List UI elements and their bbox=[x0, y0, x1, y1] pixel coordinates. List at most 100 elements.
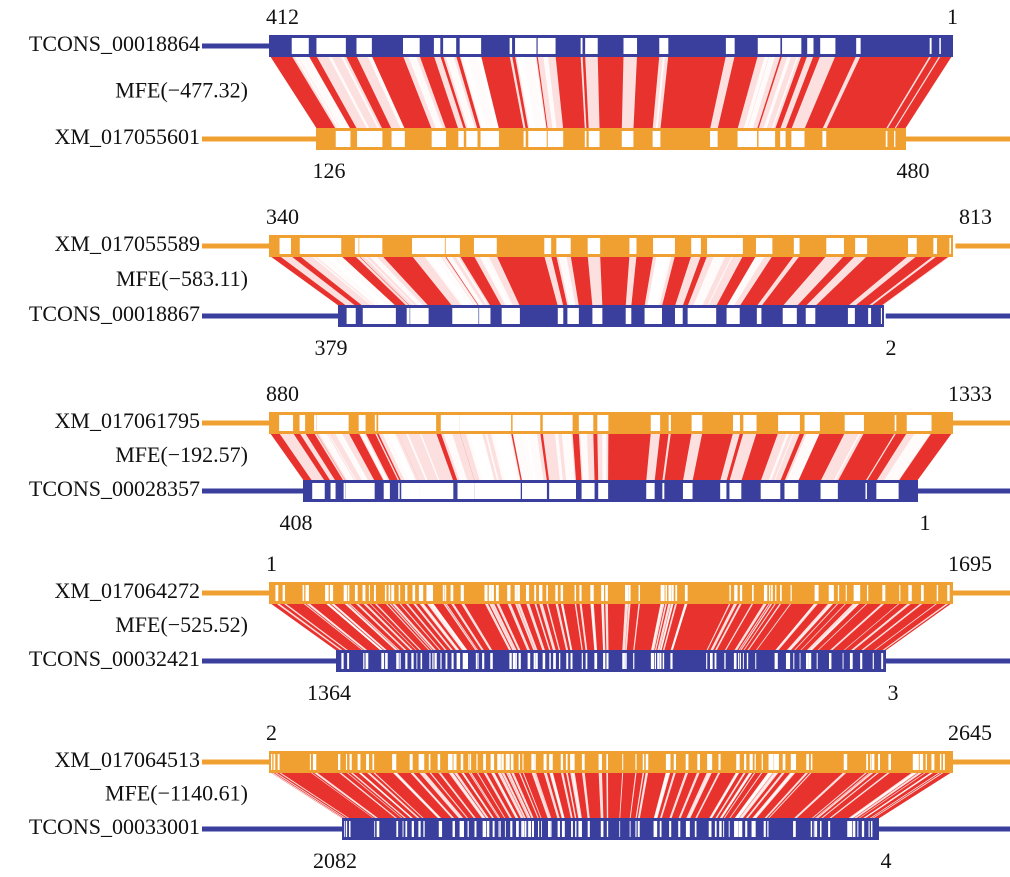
unpaired-gap bbox=[522, 772, 542, 819]
top-bar-gap bbox=[659, 38, 669, 54]
bottom-bar-gap bbox=[375, 308, 381, 324]
unpaired-gap bbox=[828, 772, 891, 819]
bottom-bar-gap bbox=[472, 308, 479, 324]
unpaired-gap bbox=[793, 772, 848, 819]
bottom-bar-gap bbox=[728, 821, 730, 837]
unpaired-gap bbox=[743, 56, 769, 129]
top-bar-gap bbox=[449, 754, 453, 770]
unpaired-gap bbox=[747, 56, 781, 129]
top-bar-gap bbox=[419, 415, 437, 431]
unpaired-gap bbox=[468, 772, 500, 819]
unpaired-gap bbox=[670, 603, 688, 651]
bottom-bar-gap bbox=[876, 483, 885, 499]
unpaired-gap bbox=[751, 772, 795, 819]
top-bar-gap bbox=[859, 415, 864, 431]
unpaired-gap bbox=[849, 603, 912, 651]
bottom-bar-gap bbox=[475, 308, 478, 324]
bottom-bar-gap bbox=[714, 653, 717, 669]
unpaired-gap bbox=[739, 603, 773, 651]
top-bar-gap bbox=[709, 754, 713, 770]
top-bar-gap bbox=[420, 585, 424, 601]
unpaired-gap bbox=[833, 433, 864, 481]
unpaired-gap bbox=[822, 56, 861, 129]
top-bar-gap bbox=[744, 754, 747, 770]
unpaired-gap bbox=[606, 772, 609, 819]
top-bar-gap bbox=[764, 38, 769, 54]
unpaired-gap bbox=[488, 603, 516, 651]
top-bar-gap bbox=[349, 754, 352, 770]
unpaired-gap bbox=[495, 603, 521, 651]
bottom-bar-gap bbox=[793, 821, 796, 837]
top-bar-gap bbox=[339, 415, 349, 431]
unpaired-gap bbox=[450, 603, 485, 651]
bottom-bar-gap bbox=[522, 821, 525, 837]
top-bar-gap bbox=[532, 38, 537, 54]
bottom-bar-gap bbox=[646, 483, 655, 499]
top-bar-gap bbox=[391, 585, 395, 601]
unpaired-gap bbox=[578, 433, 589, 481]
unpaired-gap bbox=[509, 56, 526, 129]
bottom-bar-gap bbox=[799, 653, 801, 669]
bottom-bar-gap bbox=[654, 821, 657, 837]
bottom-bar-gap bbox=[870, 821, 873, 837]
bottom-bar-gap bbox=[548, 821, 551, 837]
top-bar-gap bbox=[488, 585, 492, 601]
bottom-bar-gap bbox=[763, 821, 766, 837]
unpaired-gap bbox=[543, 772, 560, 819]
top-bar-gap bbox=[894, 415, 897, 431]
bottom-bar-gap bbox=[756, 308, 762, 324]
top-bar-gap bbox=[483, 754, 486, 770]
bottom-start-position: 2082 bbox=[313, 848, 357, 873]
unpaired-gap bbox=[763, 56, 792, 129]
top-sequence-bar bbox=[270, 752, 952, 772]
bottom-bar-gap bbox=[474, 821, 477, 837]
top-bar-gap bbox=[761, 754, 763, 770]
bottom-bar-gap bbox=[459, 821, 462, 837]
unpaired-gap bbox=[808, 603, 859, 651]
top-bar-gap bbox=[539, 585, 543, 601]
bottom-bar-gap bbox=[518, 653, 521, 669]
bottom-bar-gap bbox=[629, 821, 631, 837]
bottom-bar-gap bbox=[647, 308, 662, 324]
unpaired-gap bbox=[605, 603, 609, 651]
unpaired-gap bbox=[309, 772, 376, 819]
unpaired-gap bbox=[745, 772, 786, 819]
unpaired-gap bbox=[325, 603, 385, 651]
top-bar-gap bbox=[590, 585, 594, 601]
unpaired-gap bbox=[820, 772, 880, 819]
bottom-bar-gap bbox=[694, 821, 697, 837]
top-bar-gap bbox=[782, 754, 786, 770]
bottom-bar-gap bbox=[402, 821, 404, 837]
bottom-bar-gap bbox=[714, 821, 717, 837]
top-bar-gap bbox=[367, 38, 372, 54]
bottom-start-position: 408 bbox=[280, 510, 313, 535]
unpaired-gap bbox=[756, 256, 800, 306]
bottom-bar-gap bbox=[498, 821, 500, 837]
bottom-bar-gap bbox=[461, 308, 471, 324]
unpaired-gap bbox=[815, 772, 875, 819]
unpaired-gap bbox=[738, 603, 771, 651]
unpaired-gap bbox=[512, 433, 537, 481]
bottom-bar-gap bbox=[416, 653, 418, 669]
alignment-panel: XM_017061795 TCONS_00028357 MFE(−192.57) 88… bbox=[29, 381, 1010, 535]
bottom-bar-gap bbox=[650, 653, 653, 669]
top-bar-gap bbox=[279, 238, 291, 254]
top-bar-gap bbox=[359, 415, 364, 431]
top-bar-outline bbox=[269, 35, 953, 57]
unpaired-gap bbox=[659, 603, 674, 651]
bottom-bar-gap bbox=[885, 131, 888, 147]
unpaired-gap bbox=[816, 603, 869, 651]
top-bar-gap bbox=[343, 585, 346, 601]
unpaired-gap bbox=[275, 603, 344, 651]
top-bar-gap bbox=[325, 585, 329, 601]
top-bar-gap bbox=[453, 754, 457, 770]
top-bar-gap bbox=[660, 585, 663, 601]
bottom-bar-gap bbox=[346, 308, 356, 324]
unpaired-gap bbox=[733, 603, 768, 651]
top-bar-gap bbox=[484, 585, 488, 601]
bottom-bar-gap bbox=[533, 653, 536, 669]
unpaired-gap bbox=[447, 772, 485, 819]
bottom-bar-gap bbox=[363, 653, 365, 669]
bottom-bar-gap bbox=[603, 653, 605, 669]
top-end-position: 1 bbox=[947, 4, 958, 29]
